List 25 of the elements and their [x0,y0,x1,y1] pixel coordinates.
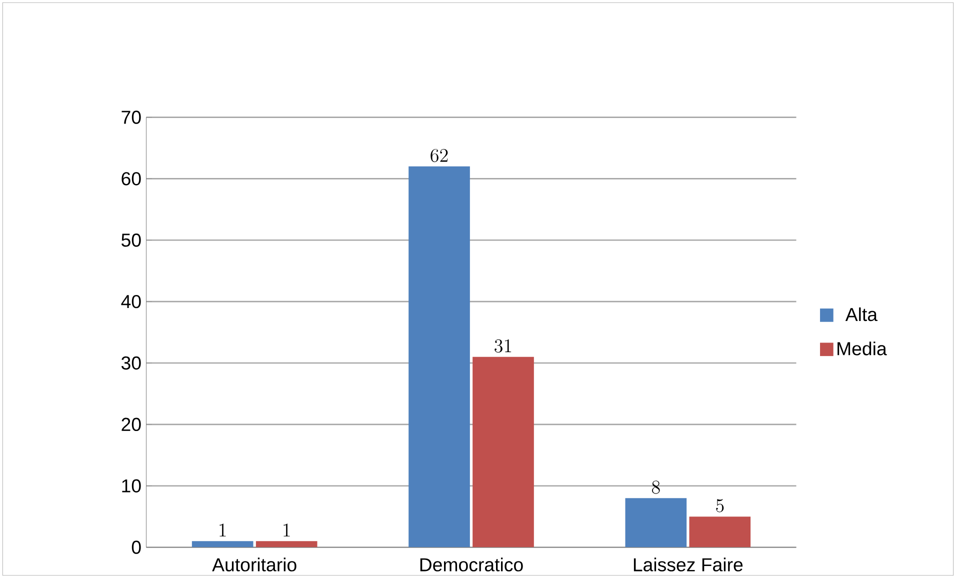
bar [408,166,470,548]
y-tick-label: 30 [121,356,141,370]
y-tick-label: 60 [122,172,141,186]
y-tick-label: 20 [122,418,141,432]
y-tick-label: 40 [121,294,141,308]
y-tick-label: 10 [122,479,141,492]
bar [625,498,687,548]
data-label: 1 [220,524,226,536]
data-label: 1 [284,524,290,536]
y-tick-label: 50 [122,234,141,247]
bar [472,356,534,548]
x-tick-label: Democratico [420,558,523,572]
bar [689,516,751,548]
data-label: 8 [652,480,660,494]
data-label: 5 [716,499,724,512]
y-tick-label: 0 [132,540,141,554]
data-label: 62 [430,148,448,162]
legend-label: Alta [845,307,878,322]
bar [256,541,318,548]
x-tick-label: Laissez Faire [634,558,743,572]
data-label: 31 [494,339,512,353]
x-tick-label: Autoritario [212,558,296,572]
bar [192,541,254,548]
legend-label: Media [838,342,887,356]
y-tick-label: 70 [122,110,141,124]
